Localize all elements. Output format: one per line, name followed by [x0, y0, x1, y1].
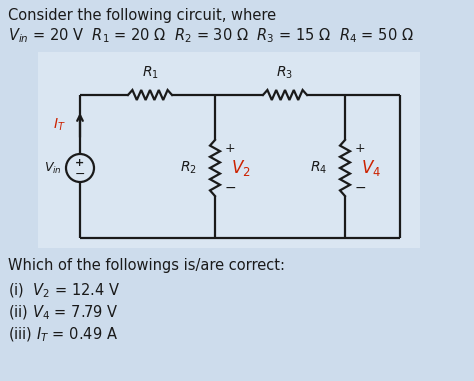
Text: −: − — [75, 168, 85, 181]
Text: $V_{in}$: $V_{in}$ — [44, 160, 62, 176]
Text: $R_3$: $R_3$ — [276, 65, 293, 81]
Text: (iii) $I_T$ = 0.49 A: (iii) $I_T$ = 0.49 A — [8, 326, 118, 344]
Text: $R_4$: $R_4$ — [310, 160, 327, 176]
Text: (i)  $V_2$ = 12.4 V: (i) $V_2$ = 12.4 V — [8, 282, 120, 300]
Text: +: + — [225, 141, 236, 155]
Text: (ii) $V_4$ = 7.79 V: (ii) $V_4$ = 7.79 V — [8, 304, 118, 322]
Text: +: + — [75, 158, 85, 168]
Text: $R_1$: $R_1$ — [142, 65, 158, 81]
Text: $V_4$: $V_4$ — [361, 158, 381, 178]
Text: −: − — [355, 181, 366, 195]
Text: $V_2$: $V_2$ — [231, 158, 251, 178]
Text: $I_T$: $I_T$ — [53, 117, 66, 133]
Bar — [38, 52, 420, 248]
Text: +: + — [355, 141, 365, 155]
Text: $R_2$: $R_2$ — [180, 160, 197, 176]
Text: Which of the followings is/are correct:: Which of the followings is/are correct: — [8, 258, 285, 273]
Text: Consider the following circuit, where: Consider the following circuit, where — [8, 8, 276, 23]
Text: −: − — [225, 181, 237, 195]
Text: $V_{in}$ = 20 V  $R_1$ = 20 Ω  $R_2$ = 30 Ω  $R_3$ = 15 Ω  $R_4$ = 50 Ω: $V_{in}$ = 20 V $R_1$ = 20 Ω $R_2$ = 30 … — [8, 26, 413, 45]
